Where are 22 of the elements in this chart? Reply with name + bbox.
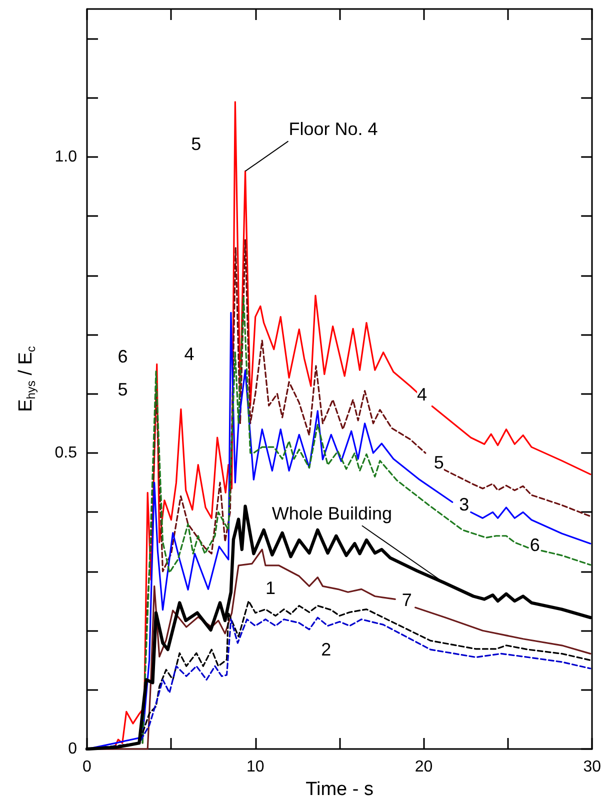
- annotation: 1: [266, 578, 276, 598]
- annotation: 5: [191, 134, 202, 154]
- y-axis-title: Ehys / Ec: [16, 346, 38, 412]
- y-tick-label: 0: [68, 740, 78, 758]
- annotation: 5: [118, 380, 128, 400]
- y-tick-label: 0.5: [54, 444, 78, 462]
- annotation: Floor No. 4: [288, 119, 378, 140]
- annotation: 2: [321, 640, 332, 660]
- annotation: 7: [402, 590, 412, 610]
- x-tick-label: 30: [583, 758, 602, 776]
- annotation: 4: [417, 384, 428, 404]
- annotation: 3: [459, 494, 470, 515]
- annotation: 6: [118, 346, 128, 367]
- x-tick-label: 0: [82, 758, 92, 776]
- annotation: 6: [530, 534, 540, 555]
- x-axis-title: Time - s: [306, 778, 374, 800]
- x-tick-label: 10: [246, 758, 264, 776]
- annotation: 5: [434, 452, 444, 472]
- annotation: 4: [184, 344, 194, 364]
- annotation: Whole Building: [272, 504, 392, 524]
- x-tick-label: 20: [414, 758, 433, 776]
- y-tick-label: 1.0: [54, 148, 78, 166]
